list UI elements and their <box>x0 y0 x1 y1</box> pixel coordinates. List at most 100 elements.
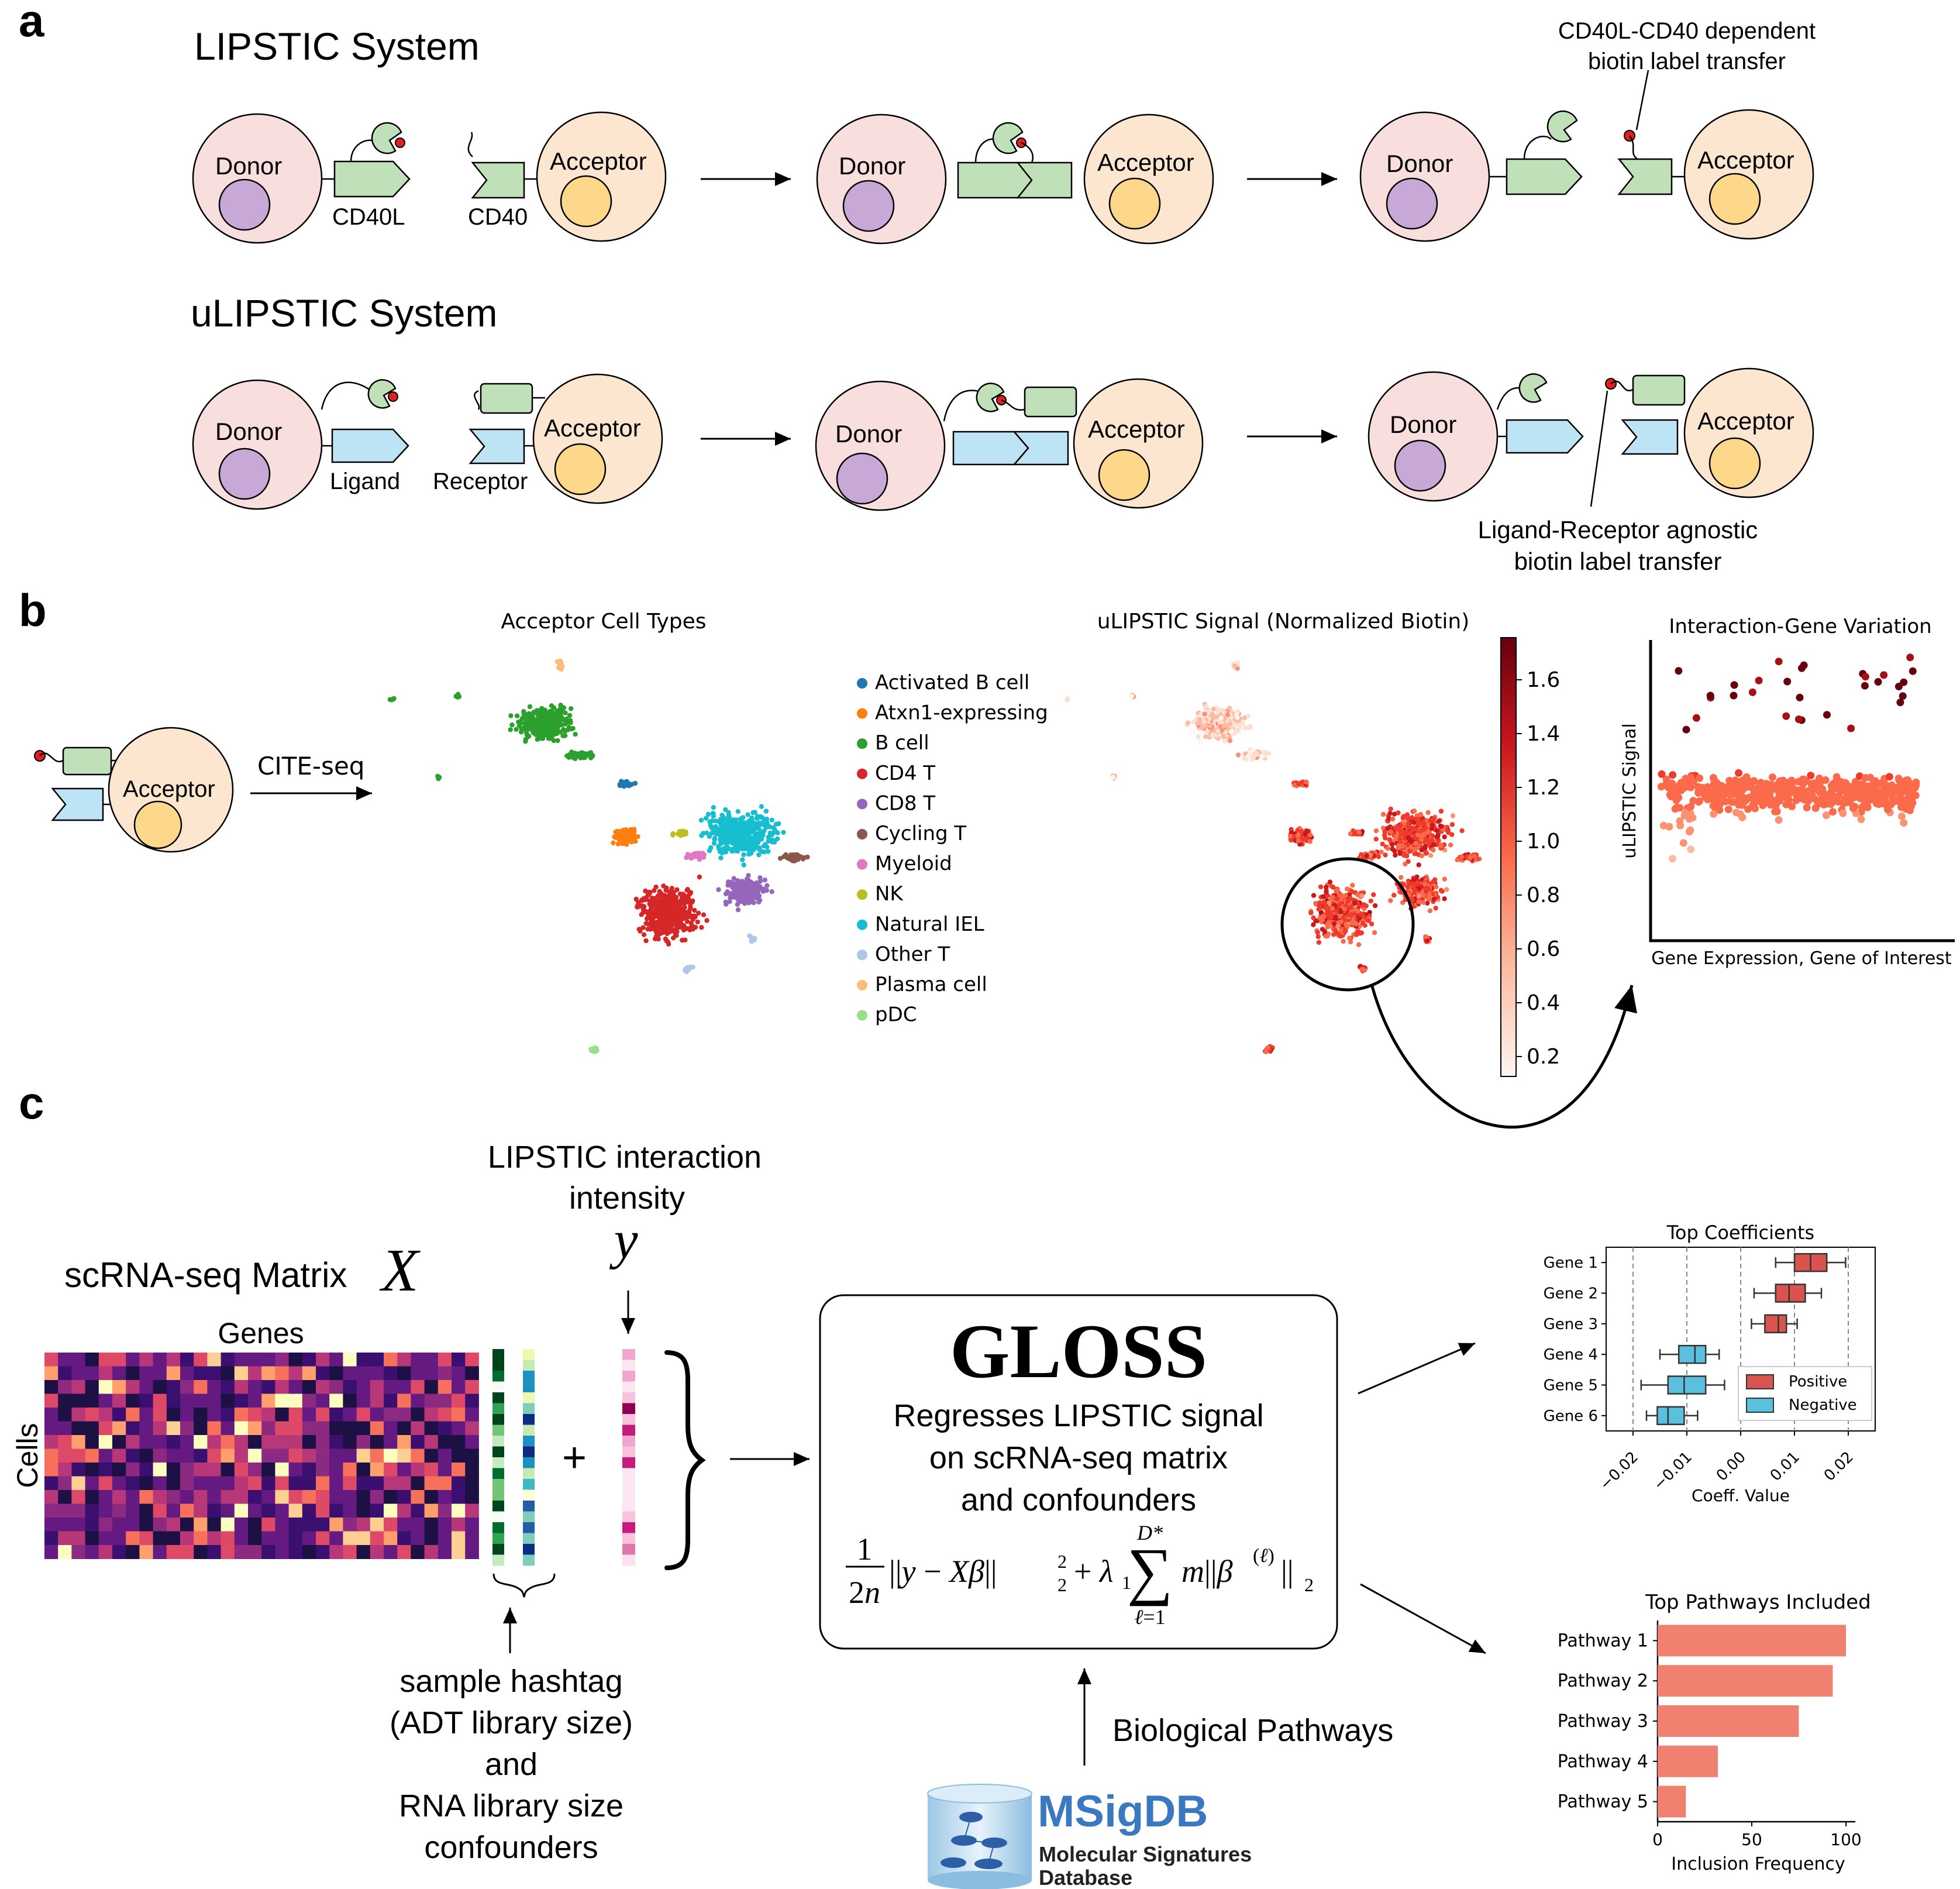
signal-point <box>1248 749 1253 755</box>
heatmap-cell <box>411 1421 425 1436</box>
umap-point <box>540 736 546 741</box>
legend-positive-swatch <box>1746 1374 1774 1389</box>
signal-point <box>1349 912 1355 917</box>
umap-point <box>569 706 574 711</box>
hashtag-cell <box>492 1436 504 1447</box>
signal-point <box>1412 826 1417 832</box>
scatter-point <box>1676 804 1684 812</box>
umap-point <box>563 710 568 715</box>
heatmap-cell <box>194 1518 208 1532</box>
umap-point <box>735 892 741 897</box>
gene-label: Gene 1 <box>1544 1254 1598 1272</box>
heatmap-cell <box>302 1490 316 1504</box>
heatmap-cell <box>58 1353 72 1367</box>
scatter-point <box>1668 786 1676 794</box>
umap-point <box>736 830 742 835</box>
heatmap-cell <box>343 1518 357 1532</box>
legend-item-label: Activated B cell <box>875 671 1029 694</box>
scatter-point <box>1752 789 1760 797</box>
heatmap-cell <box>221 1421 235 1436</box>
y-cell <box>622 1468 635 1479</box>
signal-point <box>1206 708 1211 714</box>
heatmap-cell <box>288 1435 303 1449</box>
umap-point <box>560 733 566 738</box>
signal-point <box>1321 894 1326 899</box>
umap-title: Acceptor Cell Types <box>501 610 706 634</box>
heatmap-cell <box>194 1366 208 1381</box>
svg-text:ℓ=1: ℓ=1 <box>1134 1605 1165 1629</box>
to-pathways-arrow <box>1360 1583 1486 1654</box>
heatmap-cell <box>221 1503 235 1518</box>
heatmap-cell <box>370 1435 384 1449</box>
umap-point <box>718 830 724 835</box>
heatmap-cell <box>112 1393 126 1408</box>
umap-point <box>623 829 629 834</box>
heatmap-cell <box>44 1421 58 1436</box>
umap-point <box>593 1047 598 1052</box>
heatmap-cell <box>234 1353 249 1367</box>
library-size-cell <box>523 1403 535 1415</box>
svg-text:D*: D* <box>1136 1521 1163 1544</box>
signal-point <box>1419 837 1424 842</box>
heatmap-cell <box>275 1366 290 1381</box>
umap-point <box>735 809 741 814</box>
umap-point <box>678 924 684 930</box>
signal-point <box>1398 823 1403 828</box>
signal-point <box>1234 728 1239 734</box>
heatmap-cell <box>452 1448 466 1463</box>
scatter-point <box>1861 682 1869 690</box>
heatmap-cell <box>465 1503 479 1518</box>
umap-point <box>723 899 729 905</box>
heatmap-cell <box>126 1518 140 1532</box>
signal-point <box>1415 832 1420 838</box>
umap-point <box>659 899 664 904</box>
pathway-bar <box>1658 1705 1799 1737</box>
heatmap-cell <box>71 1490 86 1504</box>
heatmap-cell <box>384 1503 398 1518</box>
heatmap-cell <box>452 1518 466 1532</box>
umap-point <box>670 896 676 901</box>
box-positive <box>1775 1284 1806 1303</box>
signal-point <box>1333 909 1339 914</box>
gene-label: Gene 3 <box>1544 1316 1598 1333</box>
scatter-point <box>1822 811 1830 819</box>
umap-point <box>746 831 752 837</box>
umap-point <box>685 887 690 892</box>
heatmap-cell <box>397 1531 411 1546</box>
annotation-pointer <box>1590 390 1608 507</box>
signal-point <box>1201 719 1207 724</box>
umap-point <box>693 851 698 856</box>
heatmap-cell <box>194 1448 208 1463</box>
signal-point <box>1382 829 1387 835</box>
heatmap-cell <box>44 1531 58 1546</box>
umap-point <box>611 840 616 846</box>
umap-point <box>540 713 546 718</box>
heatmap-cell <box>370 1393 384 1408</box>
heatmap-cell <box>384 1421 398 1436</box>
heatmap-cell <box>424 1353 439 1367</box>
heatmap-cell <box>356 1421 371 1436</box>
scatter-point <box>1658 770 1666 778</box>
heatmap-cell <box>302 1518 316 1532</box>
signal-point <box>1405 885 1410 890</box>
scatter-point <box>1907 789 1916 797</box>
signal-point <box>1343 893 1348 899</box>
umap-point <box>518 720 523 725</box>
heatmap-cell <box>85 1503 99 1518</box>
signal-point <box>1393 852 1398 858</box>
heatmap-cell <box>44 1503 58 1518</box>
heatmap-cell <box>180 1408 194 1422</box>
heatmap-cell <box>112 1518 126 1532</box>
umap-point <box>769 817 775 823</box>
umap-point <box>728 882 733 887</box>
signal-point <box>1416 862 1421 868</box>
heatmap-cell <box>288 1448 303 1463</box>
scatter-point <box>1857 816 1865 823</box>
heatmap-cell <box>98 1503 113 1518</box>
scatter-point <box>1811 804 1820 812</box>
heatmap-cell <box>438 1353 452 1367</box>
heatmap-cell <box>71 1476 86 1491</box>
umap-point <box>723 891 729 897</box>
signal-point <box>1431 842 1437 848</box>
